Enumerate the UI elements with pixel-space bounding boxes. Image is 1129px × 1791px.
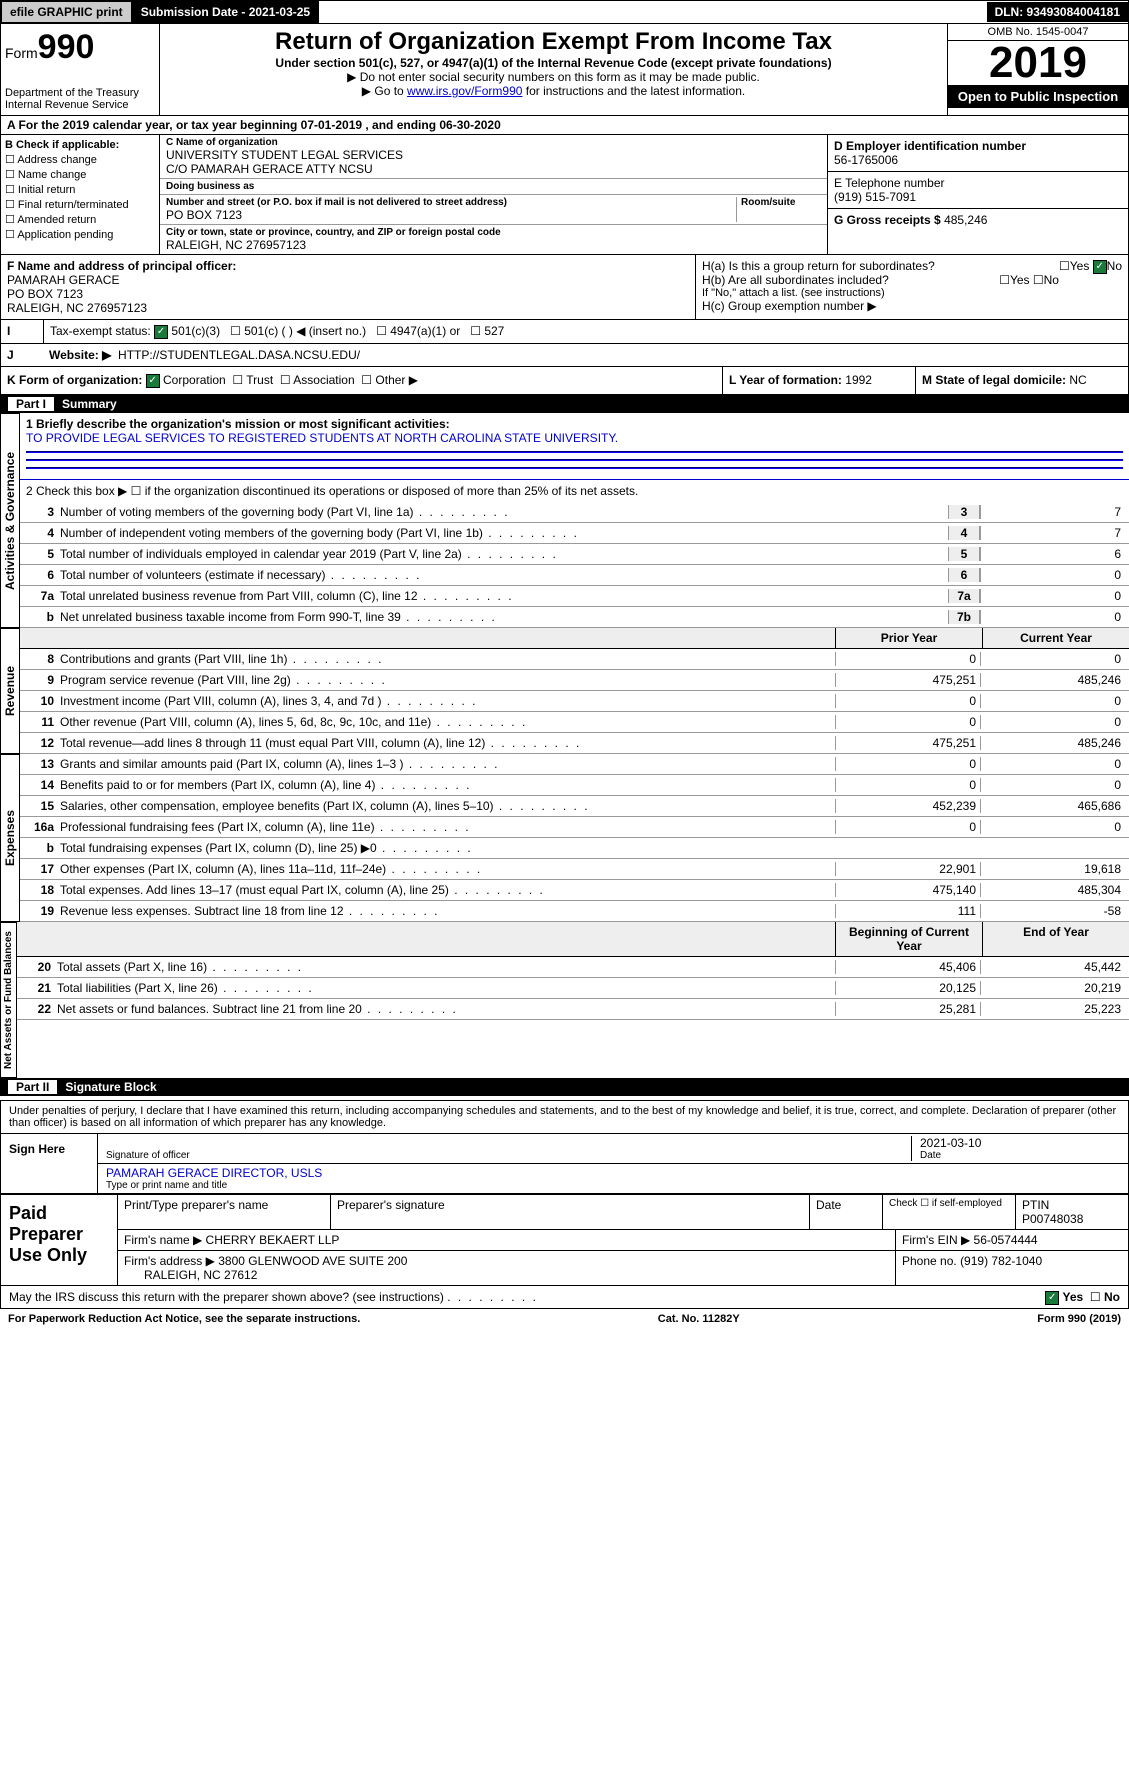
hc-label: H(c) Group exemption number ▶ xyxy=(702,299,1122,313)
part2-header: Part II Signature Block xyxy=(0,1078,1129,1096)
form-header: Form990 Department of the Treasury Inter… xyxy=(0,24,1129,116)
declaration-text: Under penalties of perjury, I declare th… xyxy=(1,1101,1128,1134)
form-number: Form990 xyxy=(5,28,155,67)
irs-link[interactable]: www.irs.gov/Form990 xyxy=(407,84,522,98)
finance-line: 18Total expenses. Add lines 13–17 (must … xyxy=(20,880,1129,901)
finance-line: 22Net assets or fund balances. Subtract … xyxy=(17,999,1129,1020)
firm-phone: (919) 782-1040 xyxy=(960,1254,1042,1268)
officer-name: PAMARAH GERACE xyxy=(7,273,689,287)
finance-line: 13Grants and similar amounts paid (Part … xyxy=(20,754,1129,775)
finance-line: 20Total assets (Part X, line 16)45,40645… xyxy=(17,957,1129,978)
form-title: Return of Organization Exempt From Incom… xyxy=(164,28,943,56)
sig-date: 2021-03-10 xyxy=(920,1136,1120,1150)
city-state-zip: RALEIGH, NC 276957123 xyxy=(166,238,821,252)
officer-print-name: PAMARAH GERACE DIRECTOR, USLS xyxy=(106,1166,322,1180)
vtab-expenses: Expenses xyxy=(0,754,20,922)
page-footer: For Paperwork Reduction Act Notice, see … xyxy=(0,1309,1129,1329)
finance-line: 16aProfessional fundraising fees (Part I… xyxy=(20,817,1129,838)
website-url: HTTP://STUDENTLEGAL.DASA.NCSU.EDU/ xyxy=(118,348,360,362)
finance-line: 10Investment income (Part VIII, column (… xyxy=(20,691,1129,712)
note-ssn: ▶ Do not enter social security numbers o… xyxy=(164,70,943,84)
phone-value: (919) 515-7091 xyxy=(834,190,1122,204)
row-i: I Tax-exempt status: 501(c)(3) ☐ 501(c) … xyxy=(0,320,1129,344)
501c3-check xyxy=(154,325,168,339)
summary-line: 4Number of independent voting members of… xyxy=(20,523,1129,544)
mission-text: TO PROVIDE LEGAL SERVICES TO REGISTERED … xyxy=(26,431,1123,445)
street-address: PO BOX 7123 xyxy=(166,208,736,222)
paid-preparer-block: Paid Preparer Use Only Print/Type prepar… xyxy=(0,1194,1129,1286)
finance-line: 8Contributions and grants (Part VIII, li… xyxy=(20,649,1129,670)
year-formation: 1992 xyxy=(845,373,872,387)
line2: 2 Check this box ▶ ☐ if the organization… xyxy=(20,480,1129,502)
note-link: ▶ Go to www.irs.gov/Form990 for instruct… xyxy=(164,84,943,98)
finance-line: 21Total liabilities (Part X, line 26)20,… xyxy=(17,978,1129,999)
section-fh: F Name and address of principal officer:… xyxy=(0,255,1129,320)
open-public-badge: Open to Public Inspection xyxy=(948,85,1128,108)
dept-label: Department of the Treasury Internal Reve… xyxy=(5,87,155,111)
discuss-yes-check xyxy=(1045,1291,1059,1305)
finance-line: bTotal fundraising expenses (Part IX, co… xyxy=(20,838,1129,859)
finance-line: 12Total revenue—add lines 8 through 11 (… xyxy=(20,733,1129,754)
section-c: C Name of organization UNIVERSITY STUDEN… xyxy=(160,135,828,254)
ein-value: 56-1765006 xyxy=(834,153,1122,167)
section-d: D Employer identification number 56-1765… xyxy=(828,135,1128,254)
submission-date-button[interactable]: Submission Date - 2021-03-25 xyxy=(132,1,319,23)
row-a-period: A For the 2019 calendar year, or tax yea… xyxy=(0,116,1129,135)
finance-line: 15Salaries, other compensation, employee… xyxy=(20,796,1129,817)
top-bar: efile GRAPHIC print Submission Date - 20… xyxy=(0,0,1129,24)
finance-line: 19Revenue less expenses. Subtract line 1… xyxy=(20,901,1129,922)
summary-line: 5Total number of individuals employed in… xyxy=(20,544,1129,565)
care-of: C/O PAMARAH GERACE ATTY NCSU xyxy=(166,162,821,176)
part1-header: Part I Summary xyxy=(0,395,1129,413)
summary-line: 7aTotal unrelated business revenue from … xyxy=(20,586,1129,607)
firm-ein: 56-0574444 xyxy=(974,1233,1038,1247)
ha-question: H(a) Is this a group return for subordin… xyxy=(702,259,1122,273)
firm-name: CHERRY BEKAERT LLP xyxy=(206,1233,340,1247)
finance-line: 17Other expenses (Part IX, column (A), l… xyxy=(20,859,1129,880)
finance-line: 11Other revenue (Part VIII, column (A), … xyxy=(20,712,1129,733)
summary-line: bNet unrelated business taxable income f… xyxy=(20,607,1129,628)
discuss-row: May the IRS discuss this return with the… xyxy=(0,1286,1129,1309)
finance-line: 14Benefits paid to or for members (Part … xyxy=(20,775,1129,796)
corp-check xyxy=(146,374,160,388)
vtab-revenue: Revenue xyxy=(0,628,20,754)
state-domicile: NC xyxy=(1069,373,1086,387)
org-name: UNIVERSITY STUDENT LEGAL SERVICES xyxy=(166,148,821,162)
section-b: B Check if applicable: ☐ Address change … xyxy=(1,135,160,254)
row-j: J Website: ▶ HTTP://STUDENTLEGAL.DASA.NC… xyxy=(0,344,1129,367)
hb-question: H(b) Are all subordinates included? ☐Yes… xyxy=(702,273,1122,287)
gross-receipts: 485,246 xyxy=(944,213,987,227)
efile-button[interactable]: efile GRAPHIC print xyxy=(1,1,132,23)
summary-line: 6Total number of volunteers (estimate if… xyxy=(20,565,1129,586)
row-klm: K Form of organization: Corporation ☐ Tr… xyxy=(0,367,1129,395)
tax-year: 2019 xyxy=(948,41,1128,85)
firm-addr: 3800 GLENWOOD AVE SUITE 200 xyxy=(218,1254,407,1268)
form-subtitle: Under section 501(c), 527, or 4947(a)(1)… xyxy=(164,56,943,70)
signature-block: Under penalties of perjury, I declare th… xyxy=(0,1100,1129,1194)
summary-line: 3Number of voting members of the governi… xyxy=(20,502,1129,523)
vtab-netassets: Net Assets or Fund Balances xyxy=(0,922,17,1078)
dln-label: DLN: 93493084004181 xyxy=(987,2,1128,22)
ha-no-check xyxy=(1093,260,1107,274)
finance-line: 9Program service revenue (Part VIII, lin… xyxy=(20,670,1129,691)
ptin-value: P00748038 xyxy=(1022,1212,1122,1226)
vtab-activities: Activities & Governance xyxy=(0,413,20,628)
